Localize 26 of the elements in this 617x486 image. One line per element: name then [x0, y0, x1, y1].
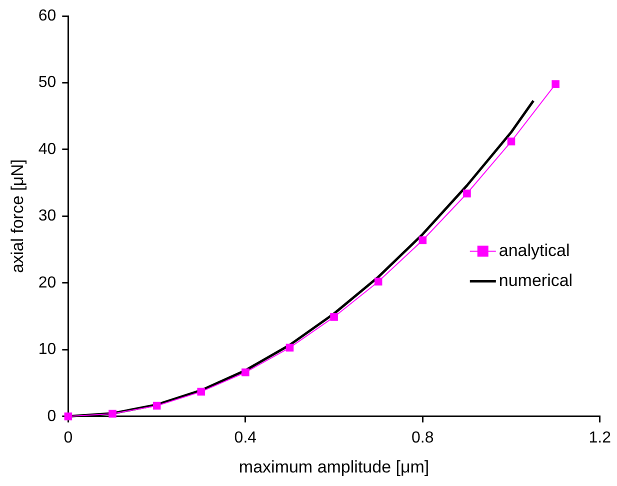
y-tick-label: 30: [38, 208, 56, 225]
x-tick-label: 0: [64, 429, 73, 446]
y-tick-label: 40: [38, 140, 56, 158]
point: [152, 402, 161, 410]
point: [507, 138, 516, 146]
x-tick-label: 0.4: [234, 429, 257, 446]
point: [108, 410, 116, 418]
y-tick-label: 60: [38, 7, 56, 24]
point: [552, 80, 560, 88]
point: [418, 236, 427, 244]
y-axis-title: axial force [μN]: [8, 159, 27, 274]
point: [374, 278, 382, 286]
point: [197, 388, 206, 396]
x-tick-label: 1.2: [588, 429, 612, 446]
legend-label: analytical: [498, 240, 570, 260]
point: [463, 190, 471, 198]
x-axis-title: maximum amplitude [μm]: [238, 457, 430, 476]
x-tick-label: 0.8: [412, 429, 434, 446]
legend-label: numerical: [498, 270, 573, 290]
point: [242, 368, 250, 376]
y-tick-label: 50: [38, 74, 56, 92]
point: [330, 313, 338, 321]
y-tick-label: 10: [38, 341, 56, 358]
y-tick-label: 0: [47, 408, 56, 425]
point: [286, 344, 294, 352]
y-tick-label: 20: [38, 274, 56, 292]
